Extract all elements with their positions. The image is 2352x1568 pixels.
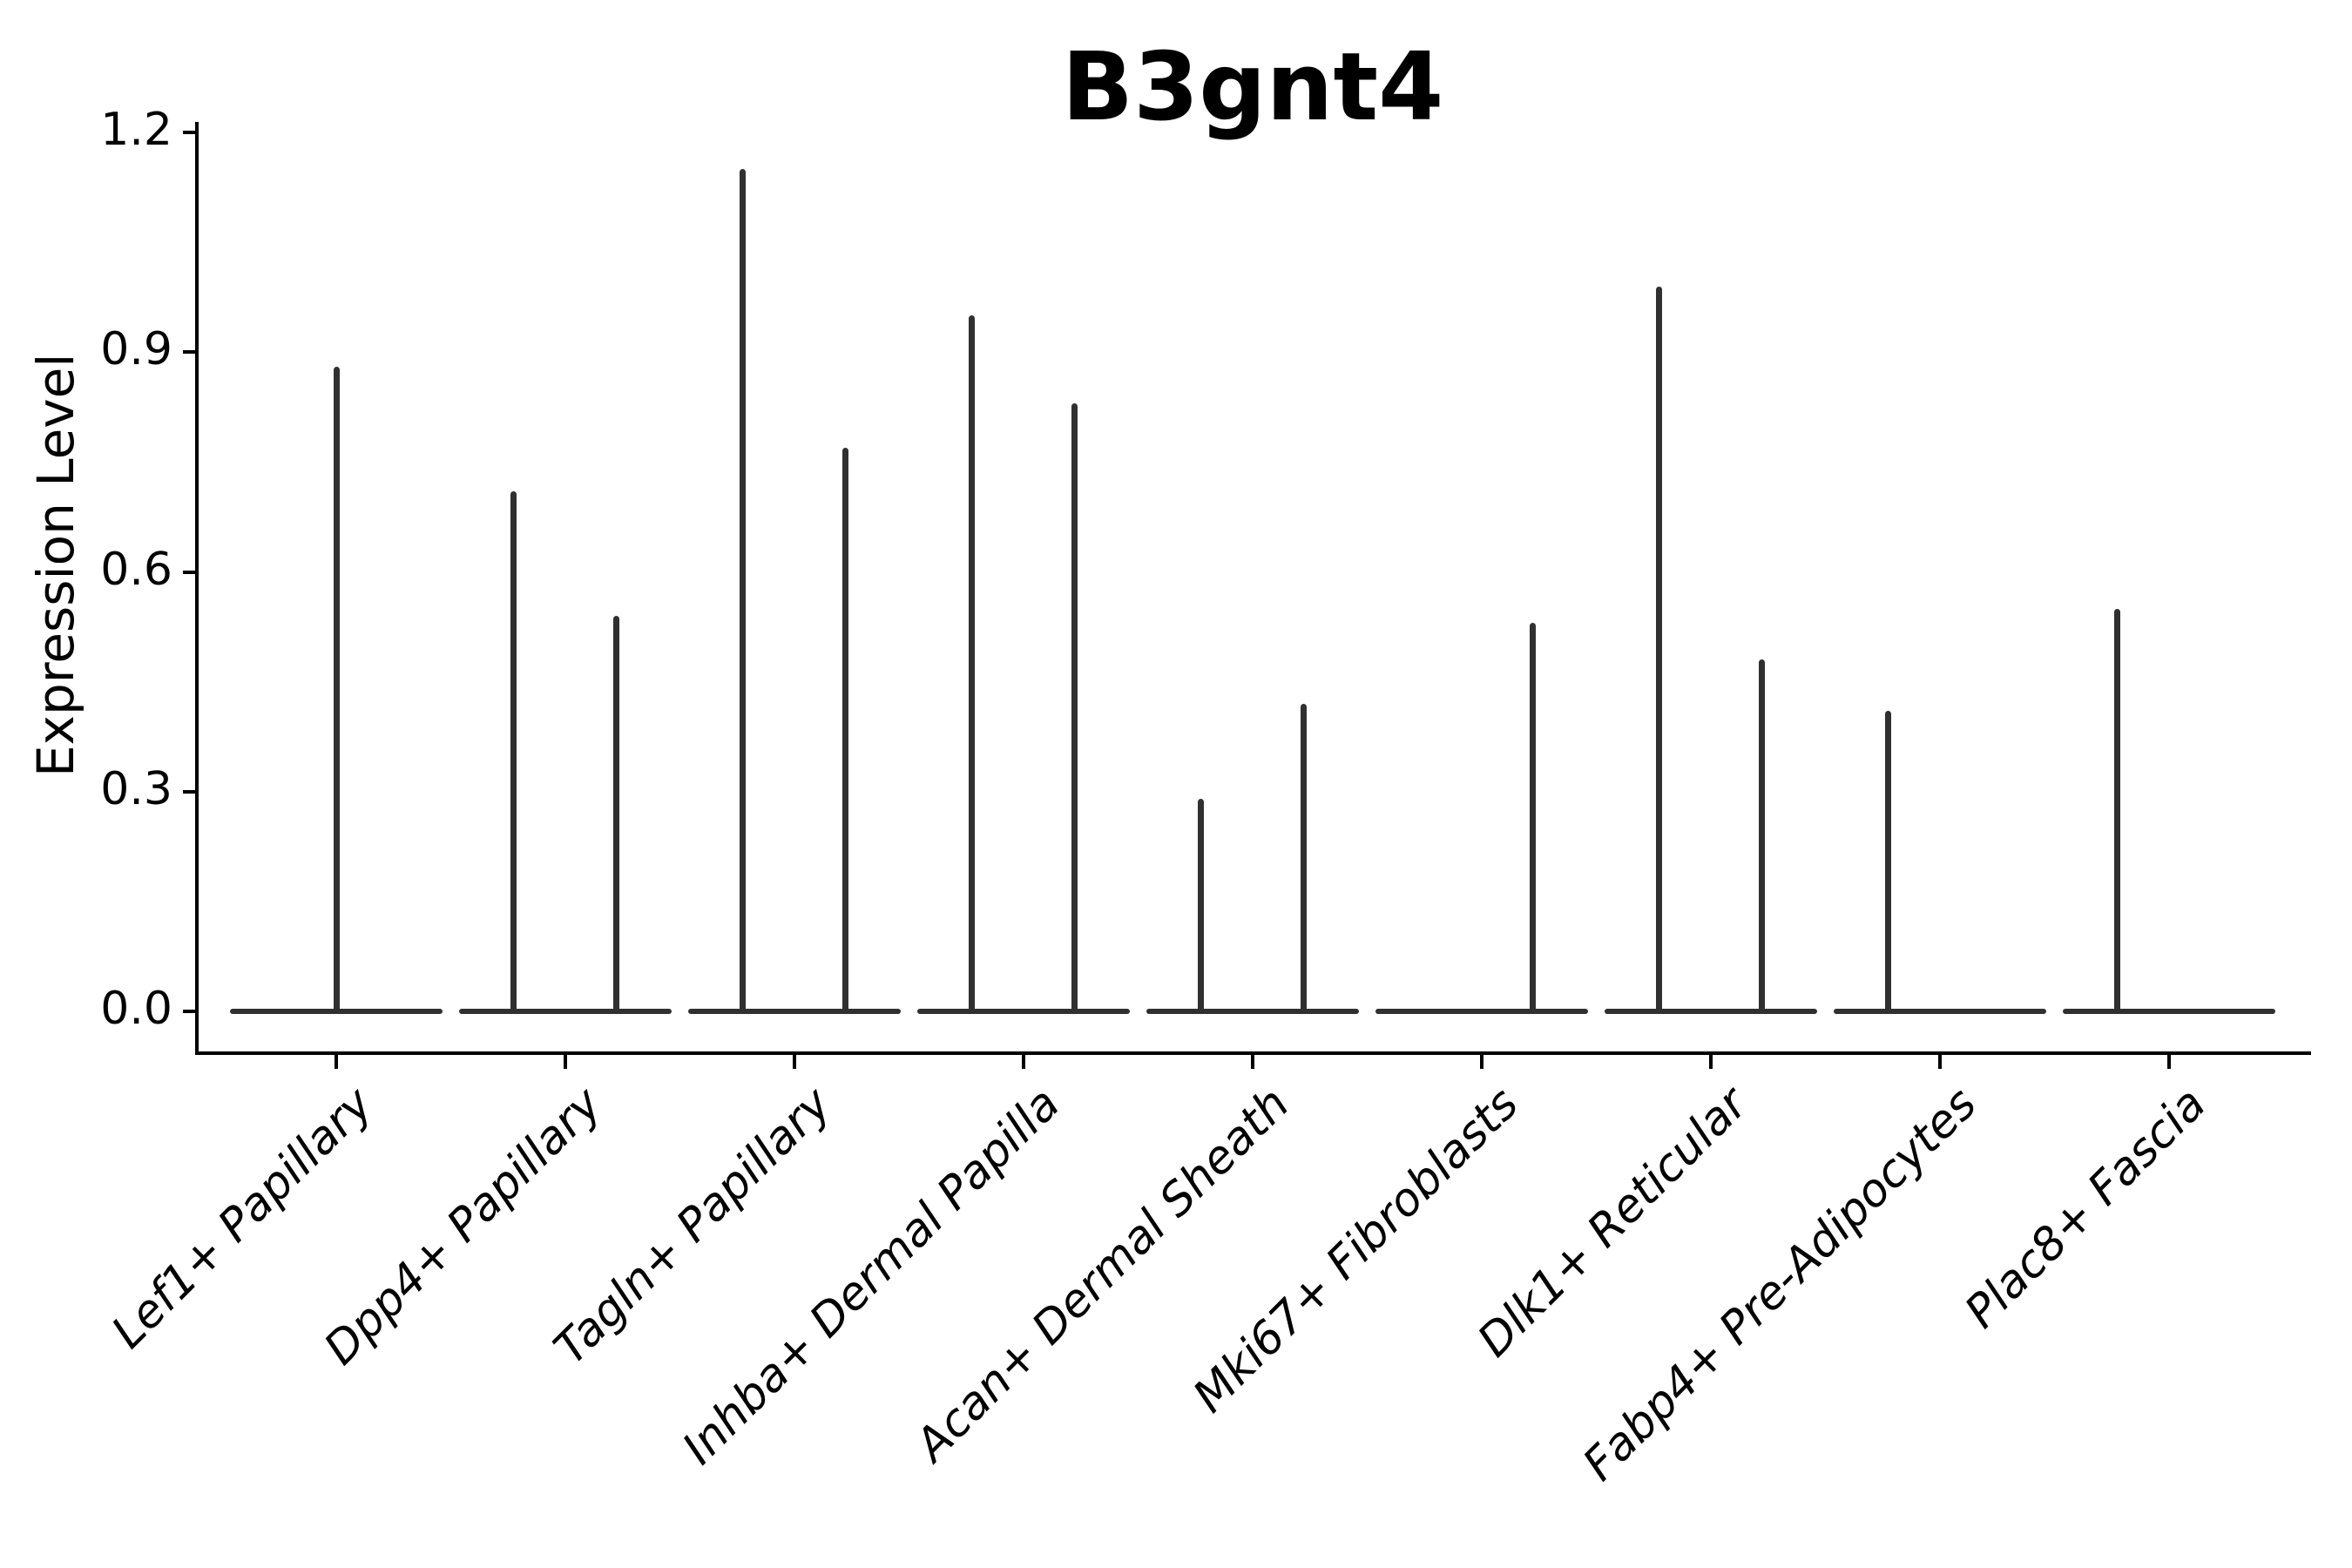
violin-spike (1885, 711, 1891, 1013)
violin-spike (1198, 799, 1204, 1013)
x-tick-mark (564, 1055, 567, 1069)
left-spine (195, 122, 199, 1055)
x-tick-mark (1938, 1055, 1942, 1069)
x-tick-mark (335, 1055, 338, 1069)
violin-spike (1656, 286, 1662, 1013)
x-tick-mark (2167, 1055, 2171, 1069)
violin-spike (1759, 659, 1765, 1013)
violin-baseline (459, 1009, 672, 1014)
violin-baseline (1375, 1009, 1588, 1014)
y-tick-label: 0.0 (100, 983, 172, 1035)
bottom-spine (195, 1051, 2311, 1055)
x-tick-label: Plac8+ Fascia (1955, 1078, 2216, 1339)
violin-spike (1301, 703, 1307, 1013)
violin-spike (1071, 403, 1078, 1013)
violin-spike (613, 615, 619, 1013)
violin-baseline (1605, 1009, 1817, 1014)
violin-baseline (1146, 1009, 1359, 1014)
x-tick-mark (793, 1055, 796, 1069)
violin-spike (842, 447, 848, 1013)
x-tick-label: Acan+ Dermal Sheath (905, 1078, 1300, 1472)
violin-spike (969, 315, 975, 1013)
y-tick-mark (183, 570, 197, 574)
y-tick-mark (183, 1010, 197, 1013)
x-tick-mark (1709, 1055, 1713, 1069)
violin-spike (740, 169, 746, 1013)
y-tick-mark (183, 350, 197, 355)
violin-spike (2114, 608, 2120, 1013)
x-tick-mark (1251, 1055, 1254, 1069)
violin-baseline (1834, 1009, 2046, 1014)
x-tick-mark (1480, 1055, 1484, 1069)
violin-baseline (688, 1009, 901, 1014)
violin-spike (334, 367, 340, 1013)
chart-title: B3gnt4 (1061, 33, 1444, 142)
y-tick-mark (183, 789, 197, 794)
y-tick-mark (183, 131, 197, 135)
violin-spike (510, 491, 517, 1013)
x-tick-mark (1022, 1055, 1025, 1069)
y-tick-label: 0.6 (100, 543, 172, 596)
y-tick-label: 1.2 (100, 104, 172, 157)
x-tick-label: Inhba+ Dermal Papilla (672, 1078, 1071, 1475)
y-tick-label: 0.9 (100, 323, 172, 376)
x-tick-label: Fabp4+ Pre-Adipocytes (1573, 1078, 1987, 1491)
y-tick-label: 0.3 (100, 762, 172, 815)
violin-baseline (917, 1009, 1130, 1014)
violin-spike (1530, 623, 1536, 1013)
violin-baseline (2063, 1009, 2275, 1014)
